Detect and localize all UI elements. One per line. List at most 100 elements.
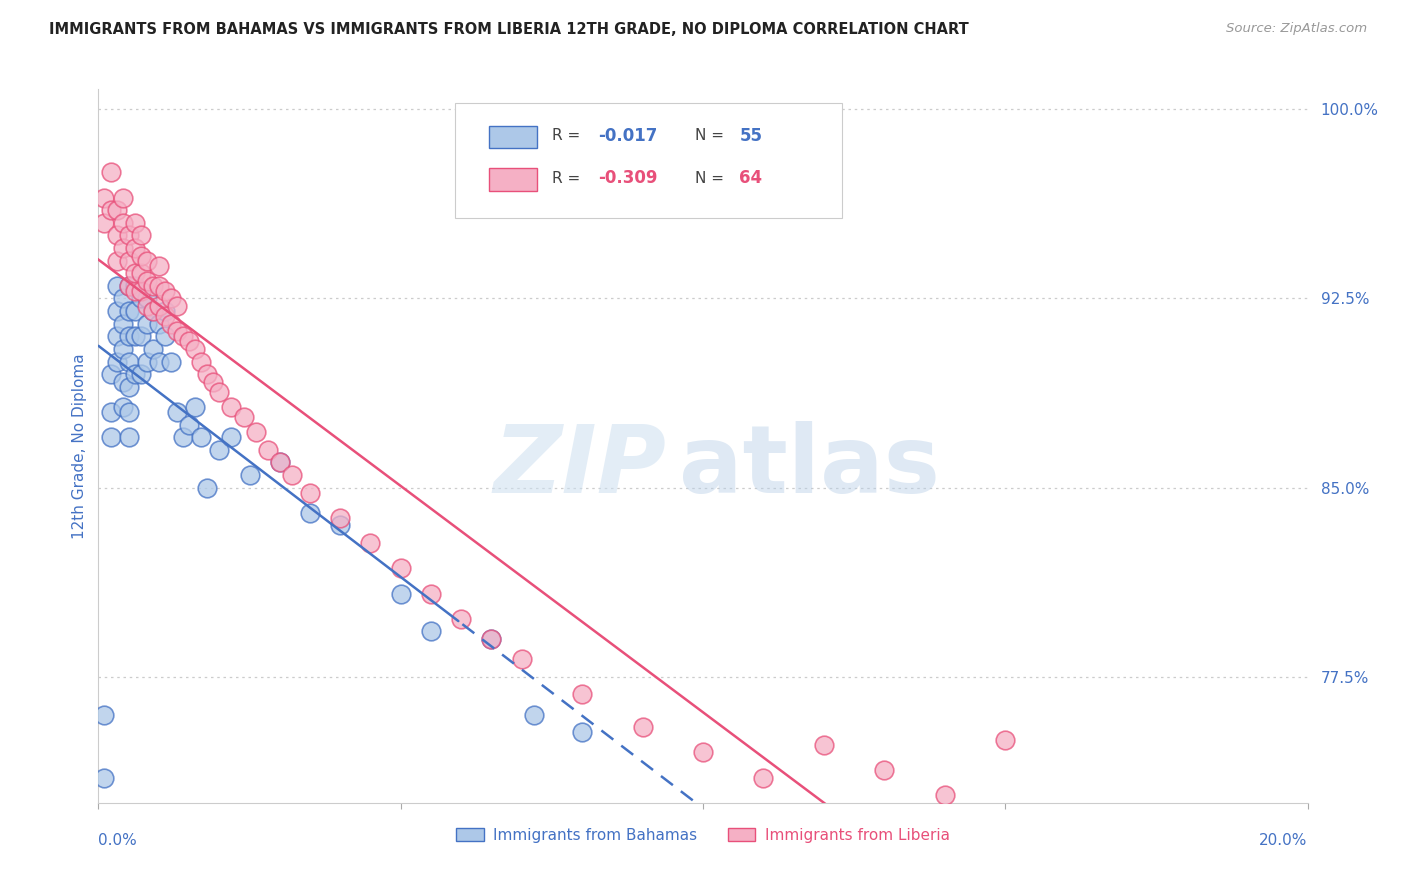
Point — [813, 738, 835, 752]
Text: N =: N = — [695, 171, 728, 186]
Point — [129, 292, 152, 306]
Point — [752, 771, 775, 785]
FancyBboxPatch shape — [456, 103, 842, 218]
Point — [118, 380, 141, 394]
Point — [105, 304, 128, 318]
Point — [111, 342, 134, 356]
Point — [166, 405, 188, 419]
Point — [481, 632, 503, 646]
Point — [269, 455, 291, 469]
Point — [360, 536, 382, 550]
Point — [195, 367, 218, 381]
Point — [129, 329, 152, 343]
Point — [179, 334, 201, 349]
FancyBboxPatch shape — [489, 169, 537, 191]
Point — [118, 253, 141, 268]
Text: R =: R = — [551, 128, 585, 143]
Text: 64: 64 — [740, 169, 762, 187]
Point — [100, 367, 122, 381]
Text: IMMIGRANTS FROM BAHAMAS VS IMMIGRANTS FROM LIBERIA 12TH GRADE, NO DIPLOMA CORREL: IMMIGRANTS FROM BAHAMAS VS IMMIGRANTS FR… — [49, 22, 969, 37]
Point — [111, 191, 134, 205]
Y-axis label: 12th Grade, No Diploma: 12th Grade, No Diploma — [72, 353, 87, 539]
Point — [135, 354, 157, 368]
Point — [118, 405, 141, 419]
Point — [221, 400, 243, 414]
Point — [100, 203, 122, 218]
Point — [93, 191, 115, 205]
Point — [202, 375, 225, 389]
Point — [111, 241, 134, 255]
Point — [179, 417, 201, 432]
Point — [994, 732, 1017, 747]
Point — [329, 511, 352, 525]
Point — [135, 292, 157, 306]
Point — [93, 771, 115, 785]
Point — [129, 249, 152, 263]
Point — [118, 278, 141, 293]
Point — [239, 468, 262, 483]
Point — [389, 586, 412, 600]
Text: N =: N = — [695, 128, 728, 143]
Point — [172, 329, 194, 343]
Point — [124, 216, 146, 230]
Point — [118, 329, 141, 343]
Text: -0.309: -0.309 — [598, 169, 657, 187]
Point — [232, 409, 254, 424]
Point — [571, 687, 593, 701]
Point — [135, 274, 157, 288]
Point — [118, 228, 141, 243]
Point — [129, 266, 152, 280]
Point — [135, 253, 157, 268]
Point — [105, 278, 128, 293]
Point — [100, 405, 122, 419]
Point — [135, 317, 157, 331]
Point — [208, 384, 231, 399]
Point — [329, 518, 352, 533]
Text: -0.017: -0.017 — [598, 127, 657, 145]
Point — [118, 430, 141, 444]
Point — [692, 745, 714, 759]
Text: 55: 55 — [740, 127, 762, 145]
Point — [184, 400, 207, 414]
Point — [124, 241, 146, 255]
Point — [148, 354, 170, 368]
Point — [148, 317, 170, 331]
Point — [190, 430, 212, 444]
Point — [135, 299, 157, 313]
Point — [148, 259, 170, 273]
FancyBboxPatch shape — [489, 126, 537, 148]
Point — [299, 485, 322, 500]
Point — [142, 342, 165, 356]
Point — [105, 354, 128, 368]
Text: 0.0%: 0.0% — [98, 833, 138, 848]
Point — [93, 216, 115, 230]
Point — [281, 468, 304, 483]
Point — [153, 304, 176, 318]
Point — [124, 266, 146, 280]
Point — [111, 216, 134, 230]
Point — [153, 284, 176, 298]
Point — [105, 228, 128, 243]
Point — [93, 707, 115, 722]
Point — [256, 442, 278, 457]
Point — [160, 354, 183, 368]
Text: 20.0%: 20.0% — [1260, 833, 1308, 848]
Legend: Immigrants from Bahamas, Immigrants from Liberia: Immigrants from Bahamas, Immigrants from… — [450, 822, 956, 848]
Point — [160, 292, 183, 306]
Point — [245, 425, 267, 439]
Point — [166, 324, 188, 338]
Point — [129, 367, 152, 381]
Point — [100, 165, 122, 179]
Point — [142, 278, 165, 293]
Point — [105, 253, 128, 268]
Text: atlas: atlas — [679, 421, 939, 514]
Point — [111, 400, 134, 414]
Point — [118, 278, 141, 293]
Point — [631, 720, 654, 734]
Point — [111, 317, 134, 331]
Point — [420, 586, 443, 600]
Point — [208, 442, 231, 457]
Point — [934, 789, 956, 803]
Point — [105, 329, 128, 343]
Point — [269, 455, 291, 469]
